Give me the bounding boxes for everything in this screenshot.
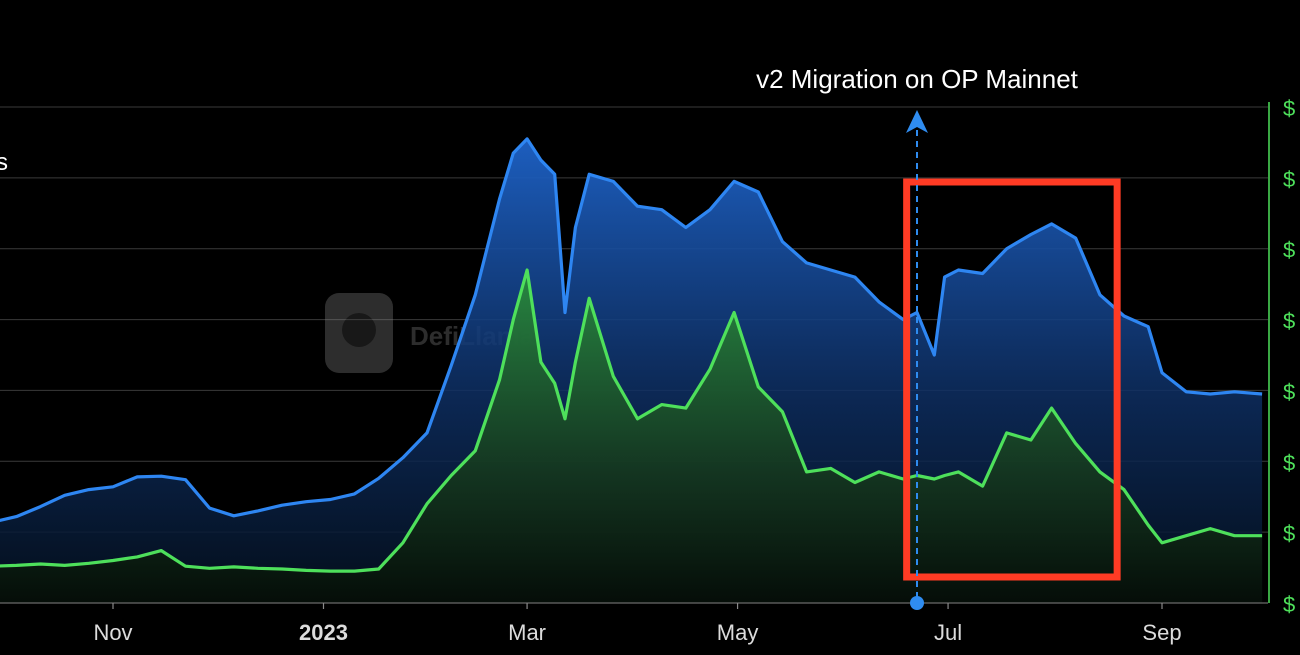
watermark-logo-icon <box>325 293 393 373</box>
annotation-marker-dot[interactable] <box>910 596 925 610</box>
x-tick-label: Jul <box>934 620 962 645</box>
y-tick-label: $ <box>1283 521 1295 546</box>
x-tick-label: Sep <box>1142 620 1181 645</box>
x-tick-label: Mar <box>508 620 546 645</box>
y-tick-label: $ <box>1283 379 1295 404</box>
y-tick-label: $ <box>1283 238 1295 263</box>
x-tick-label: Nov <box>93 620 132 645</box>
series-layer <box>0 137 1263 603</box>
y-tick-label: $ <box>1283 167 1295 192</box>
highlight-box <box>903 178 1121 581</box>
x-tick-label: 2023 <box>299 620 348 645</box>
series-area <box>0 270 1263 603</box>
y-tick-label: $ <box>1283 450 1295 475</box>
y-tick-label: $ <box>1283 309 1295 334</box>
axis-layer: $ $ $ $ $ $ $ $ Nov 2023 Mar May Jul Sep <box>0 96 1295 645</box>
y-tick-label: $ <box>1283 96 1295 121</box>
x-tick-label: May <box>717 620 759 645</box>
series-line <box>0 268 1263 573</box>
series-line <box>0 137 1263 523</box>
annotation-label: v2 Migration on OP Mainnet <box>756 64 1079 94</box>
annotation-arrow-icon <box>906 110 929 133</box>
left-axis-label-fragment: s <box>0 149 8 176</box>
y-tick-label: $ <box>1283 592 1295 617</box>
annotation-layer: v2 Migration on OP Mainnet <box>756 64 1121 610</box>
